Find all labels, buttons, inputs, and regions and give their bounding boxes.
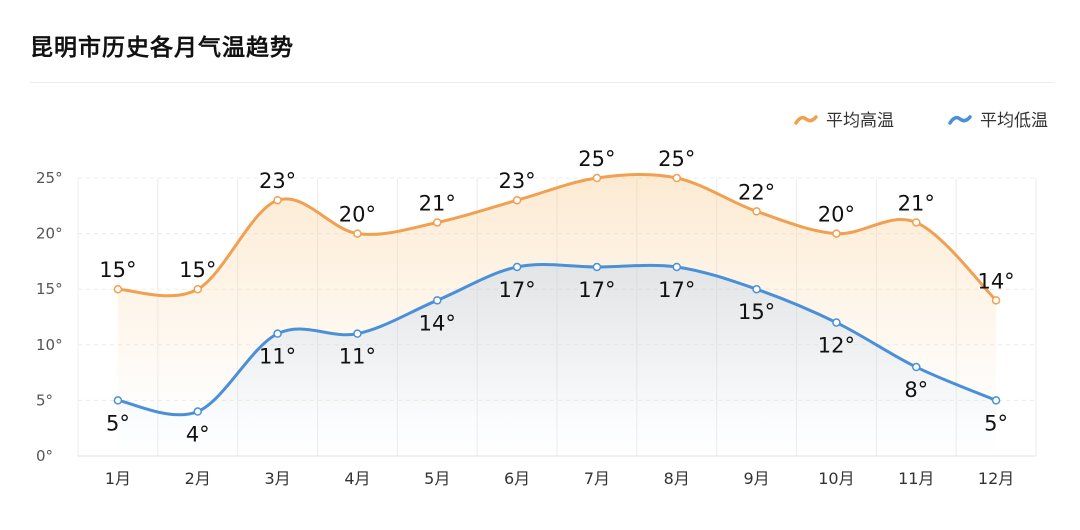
low-temp-value-label: 14° <box>419 311 456 335</box>
low-temp-point <box>752 284 761 294</box>
high-temp-point <box>353 229 362 238</box>
high-temp-point <box>672 173 681 183</box>
low-temp-point <box>193 407 202 416</box>
x-tick-label: 7月 <box>584 469 610 488</box>
high-temp-value-label: 15° <box>99 258 136 282</box>
low-temp-value-label: 17° <box>578 278 615 302</box>
high-temp-value-label: 25° <box>578 147 615 171</box>
high-temp-point <box>912 218 921 227</box>
low-temp-point <box>672 262 681 272</box>
legend-high-label: 平均高温 <box>826 111 894 131</box>
low-temp-value-label: 8° <box>904 378 928 402</box>
low-temp-point <box>273 329 282 338</box>
low-temp-value-label: 15° <box>738 300 775 324</box>
high-temp-value-label: 20° <box>339 203 376 227</box>
high-temp-line <box>116 172 998 302</box>
low-temp-point <box>113 396 123 405</box>
x-tick-label: 6月 <box>504 469 530 488</box>
low-temp-value-label: 4° <box>186 423 210 447</box>
high-temp-point <box>991 296 1001 305</box>
high-temp-value-label: 23° <box>498 169 535 193</box>
low-temp-value-label: 17° <box>498 278 535 302</box>
high-temp-value-label: 23° <box>259 169 296 193</box>
low-temp-value-label: 5° <box>106 411 130 435</box>
high-temp-value-label: 15° <box>179 258 216 282</box>
low-temp-point <box>512 262 522 272</box>
high-temp-point <box>512 195 522 205</box>
low-temp-line <box>116 262 998 417</box>
x-tick-label: 4月 <box>344 469 370 488</box>
x-tick-label: 1月 <box>105 469 131 488</box>
high-temp-value-label: 14° <box>977 269 1014 293</box>
high-temp-point <box>113 284 123 294</box>
y-tick-label: 5° <box>36 391 53 409</box>
high-temp-point <box>832 229 841 238</box>
low-temp-value-label: 12° <box>818 334 855 358</box>
x-tick-label: 5月 <box>424 469 450 488</box>
low-temp-point <box>912 362 921 372</box>
x-tick-label: 10月 <box>818 469 854 488</box>
x-tick-label: 9月 <box>743 469 769 488</box>
x-tick-label: 12月 <box>978 469 1014 488</box>
y-tick-label: 15° <box>36 280 63 298</box>
chart-title: 昆明市历史各月气温趋势 <box>30 35 294 61</box>
high-temp-value-label: 22° <box>738 180 775 204</box>
low-temp-value-label: 5° <box>984 411 1008 435</box>
high-temp-point <box>193 284 202 294</box>
legend-low-marker <box>948 115 972 125</box>
x-tick-label: 2月 <box>185 469 211 488</box>
low-temp-point <box>991 396 1001 405</box>
low-temp-area <box>117 264 997 456</box>
x-tick-label: 8月 <box>664 469 690 488</box>
high-temp-value-label: 20° <box>818 203 855 227</box>
y-tick-label: 25° <box>36 169 63 187</box>
low-temp-value-label: 11° <box>259 345 296 369</box>
low-temp-point <box>592 262 602 272</box>
high-temp-point <box>752 207 761 216</box>
high-temp-point <box>273 195 282 205</box>
high-temp-point <box>433 218 442 227</box>
y-tick-label: 0° <box>36 447 53 465</box>
low-temp-point <box>433 296 442 305</box>
x-tick-label: 3月 <box>264 469 290 488</box>
low-temp-point <box>353 329 362 338</box>
high-temp-point <box>592 173 602 183</box>
low-temp-value-label: 11° <box>339 345 376 369</box>
high-temp-value-label: 25° <box>658 147 695 171</box>
high-temp-value-label: 21° <box>898 191 935 215</box>
y-tick-label: 20° <box>36 225 63 243</box>
low-temp-point <box>832 318 841 327</box>
high-temp-value-label: 21° <box>419 191 456 215</box>
legend-low-label: 平均低温 <box>980 111 1048 131</box>
legend-high-marker <box>794 115 818 125</box>
y-tick-label: 10° <box>36 336 63 354</box>
x-tick-label: 11月 <box>898 469 934 488</box>
low-temp-value-label: 17° <box>658 278 695 302</box>
title-divider <box>30 82 1054 83</box>
